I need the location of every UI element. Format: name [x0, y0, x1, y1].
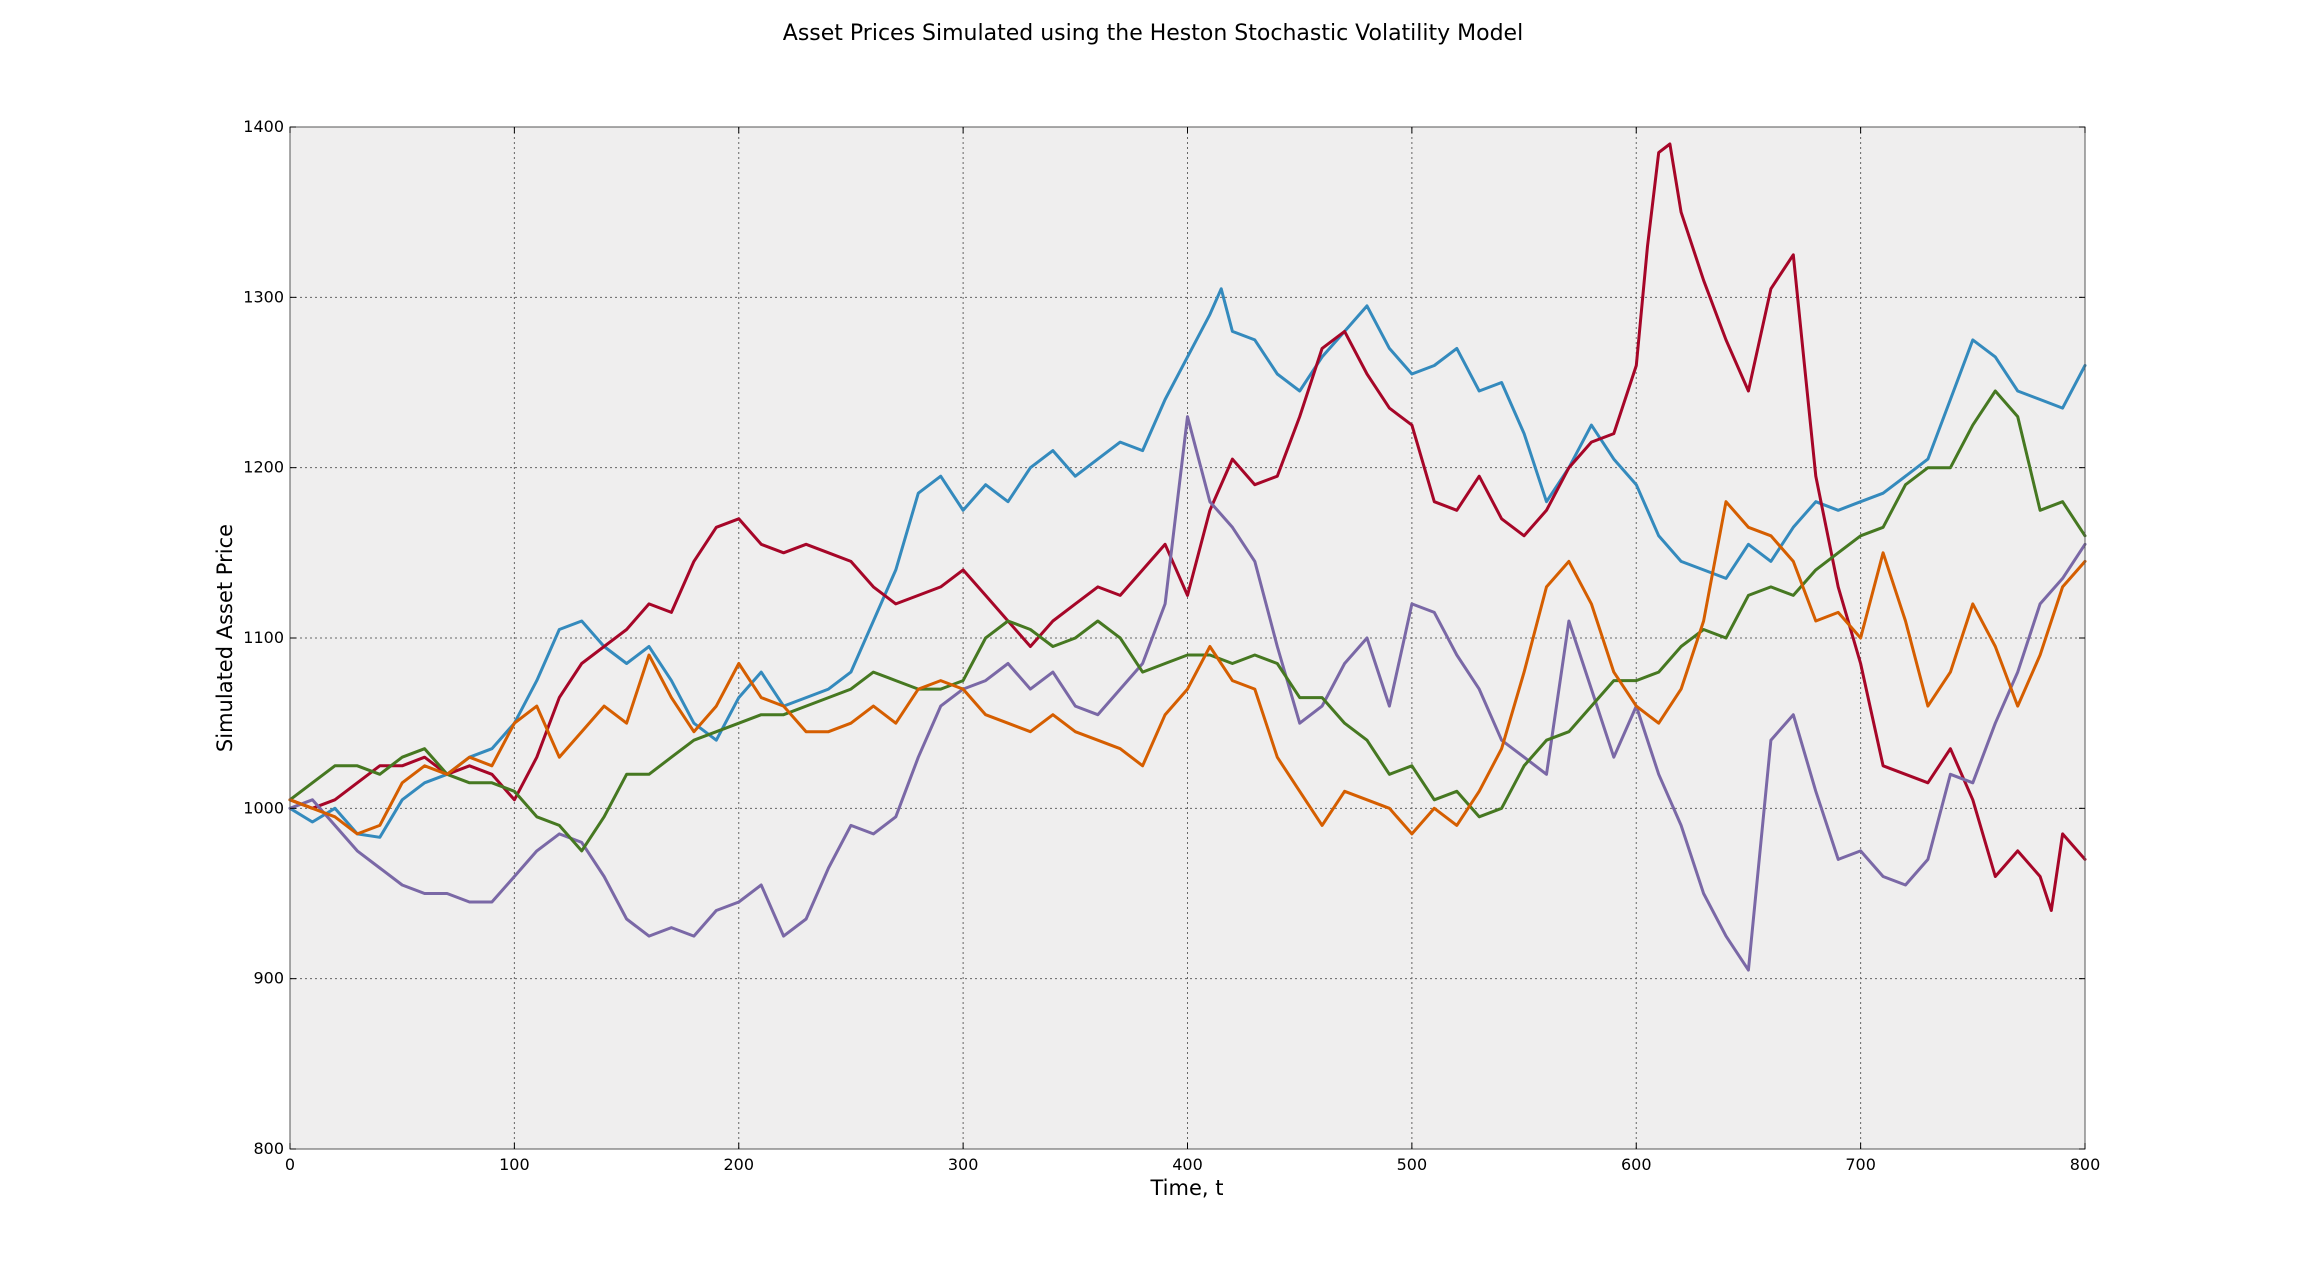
series-orange-line: [288, 500, 2087, 836]
series-green-line: [288, 389, 2087, 853]
y-tick-label: 800: [253, 1139, 284, 1158]
y-tick-label: 1000: [243, 798, 284, 817]
x-tick-label: 800: [2070, 1155, 2101, 1174]
series-group: [288, 142, 2087, 972]
x-tick-label: 700: [1845, 1155, 1876, 1174]
x-tick-label: 0: [285, 1155, 295, 1174]
series-purple-line: [288, 415, 2087, 972]
x-axis-label: Time, t: [1150, 1176, 1224, 1200]
axis-ticks: 0 100 200 300 400 500 600 700 800 800 900 1000 1100 1…: [243, 117, 2100, 1174]
y-tick-label: 1300: [243, 287, 284, 306]
series-blue-line: [288, 287, 2087, 839]
y-tick-label: 900: [253, 969, 284, 988]
y-axis-label: Simulated Asset Price: [213, 524, 237, 752]
y-tick-label: 1200: [243, 458, 284, 477]
x-tick-label: 600: [1621, 1155, 1652, 1174]
x-tick-label: 300: [948, 1155, 979, 1174]
x-tick-label: 200: [723, 1155, 754, 1174]
x-tick-label: 400: [1172, 1155, 1203, 1174]
series-red-line: [288, 142, 2087, 912]
y-tick-label: 1400: [243, 117, 284, 136]
chart-title: Asset Prices Simulated using the Heston …: [783, 21, 1523, 46]
x-tick-label: 500: [1397, 1155, 1428, 1174]
x-tick-label: 100: [499, 1155, 530, 1174]
y-tick-label: 1100: [243, 628, 284, 647]
